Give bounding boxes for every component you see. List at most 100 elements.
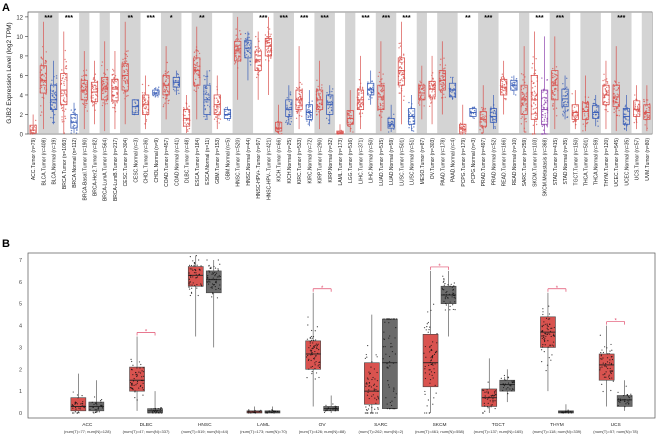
data-point bbox=[145, 111, 148, 113]
data-point bbox=[93, 412, 95, 414]
data-point bbox=[92, 406, 94, 408]
data-point bbox=[536, 113, 538, 115]
data-point bbox=[576, 105, 578, 107]
data-point bbox=[531, 91, 534, 93]
data-point bbox=[502, 386, 505, 389]
data-point bbox=[432, 78, 434, 80]
data-point bbox=[93, 396, 96, 398]
data-point bbox=[552, 105, 554, 107]
data-point bbox=[428, 105, 431, 108]
data-point bbox=[369, 385, 371, 387]
data-point bbox=[440, 85, 443, 88]
data-point bbox=[95, 87, 98, 90]
data-point bbox=[316, 345, 318, 347]
data-point bbox=[142, 382, 144, 384]
data-point bbox=[248, 410, 250, 413]
data-point bbox=[383, 82, 385, 85]
data-point bbox=[399, 45, 402, 47]
data-point bbox=[392, 390, 395, 392]
data-point bbox=[94, 84, 96, 86]
x-tick-label: LIHC.Normal (n=50) bbox=[369, 138, 375, 183]
data-point bbox=[52, 86, 55, 88]
data-point bbox=[556, 77, 558, 80]
data-point bbox=[425, 329, 427, 331]
data-point bbox=[387, 131, 390, 133]
data-point bbox=[452, 294, 454, 296]
data-point bbox=[547, 340, 549, 342]
data-point bbox=[564, 104, 566, 106]
data-point bbox=[91, 84, 94, 86]
data-point bbox=[300, 102, 302, 104]
data-point bbox=[212, 277, 214, 279]
data-point bbox=[418, 89, 421, 91]
data-point bbox=[555, 74, 558, 76]
data-point bbox=[595, 106, 598, 108]
data-point bbox=[135, 384, 137, 386]
data-point bbox=[205, 75, 207, 78]
data-point bbox=[443, 279, 445, 281]
data-point bbox=[207, 283, 210, 285]
data-point bbox=[368, 96, 371, 98]
data-point bbox=[549, 330, 552, 332]
data-point bbox=[248, 36, 250, 39]
data-point bbox=[617, 87, 620, 90]
data-point bbox=[597, 116, 599, 119]
data-point bbox=[494, 400, 496, 402]
data-point bbox=[215, 109, 217, 111]
data-point bbox=[542, 335, 544, 337]
data-point bbox=[430, 357, 432, 359]
data-point bbox=[218, 112, 220, 114]
data-point bbox=[552, 335, 554, 337]
significance-marker: * bbox=[556, 286, 559, 292]
data-point bbox=[507, 393, 509, 395]
box-iqr bbox=[285, 99, 293, 117]
data-point bbox=[534, 97, 536, 99]
data-point bbox=[542, 96, 544, 99]
data-point bbox=[388, 386, 390, 388]
data-point bbox=[501, 84, 504, 87]
data-point bbox=[189, 281, 191, 283]
data-point bbox=[313, 339, 315, 342]
data-point bbox=[430, 359, 433, 361]
data-point bbox=[501, 88, 503, 91]
data-point bbox=[534, 104, 537, 106]
data-point bbox=[95, 85, 97, 87]
data-point bbox=[55, 94, 57, 96]
y-tick-label: 8 bbox=[20, 54, 24, 60]
data-point bbox=[625, 118, 627, 121]
data-point bbox=[212, 293, 214, 295]
data-point bbox=[492, 395, 494, 397]
data-point bbox=[267, 41, 269, 44]
data-point bbox=[86, 102, 88, 105]
data-point bbox=[71, 117, 73, 119]
data-point bbox=[543, 103, 546, 105]
data-point bbox=[494, 112, 497, 115]
data-point bbox=[162, 104, 165, 106]
data-point bbox=[131, 360, 133, 363]
data-point bbox=[440, 75, 442, 77]
data-point bbox=[112, 70, 115, 72]
data-point bbox=[286, 104, 288, 106]
data-point bbox=[371, 406, 373, 409]
group-band bbox=[232, 12, 254, 134]
data-point bbox=[390, 404, 393, 407]
data-point bbox=[484, 395, 486, 397]
data-point bbox=[490, 406, 492, 408]
significance-marker: *** bbox=[321, 15, 329, 22]
data-point bbox=[299, 81, 301, 84]
data-point bbox=[123, 77, 126, 79]
data-point bbox=[86, 110, 89, 112]
data-point bbox=[487, 381, 489, 383]
data-point bbox=[603, 73, 605, 75]
data-point bbox=[408, 114, 410, 116]
data-point bbox=[543, 120, 546, 122]
data-point bbox=[184, 114, 186, 117]
data-point bbox=[597, 125, 599, 127]
data-point bbox=[62, 74, 65, 77]
data-point bbox=[268, 39, 270, 41]
data-point bbox=[298, 107, 301, 109]
data-point bbox=[360, 106, 363, 108]
data-point bbox=[50, 107, 53, 110]
data-point bbox=[371, 395, 373, 397]
data-point bbox=[401, 62, 403, 64]
